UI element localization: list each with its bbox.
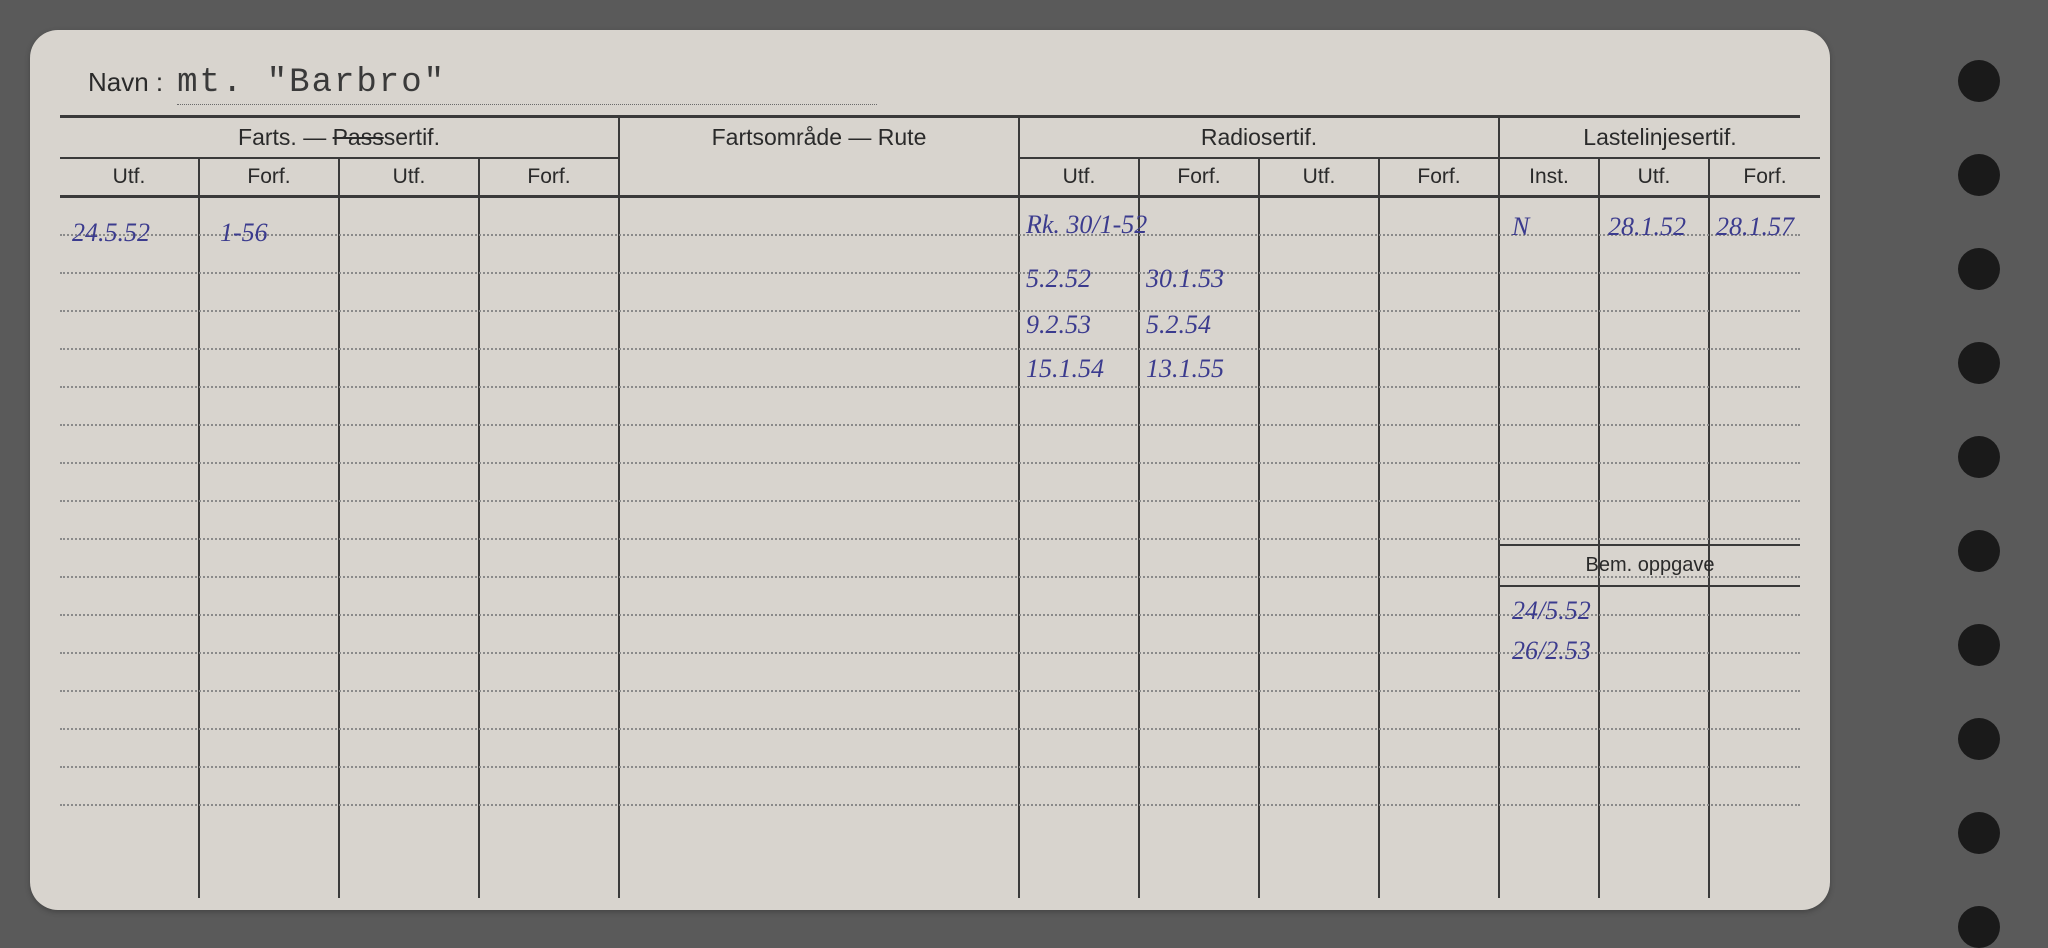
hdr-farts-text: Farts. — Passsertif. xyxy=(238,124,440,150)
punch-hole xyxy=(1958,718,2000,760)
punch-hole xyxy=(1958,906,2000,948)
punch-hole xyxy=(1958,60,2000,102)
hdr-radiosertif: Radiosertif. xyxy=(1020,118,1500,159)
punch-hole xyxy=(1958,436,2000,478)
dotted-lines xyxy=(60,198,1800,806)
hdr-farts-pass: Farts. — Passsertif. xyxy=(60,118,620,159)
radio-r2-utf: 5.2.52 xyxy=(1026,264,1091,294)
laste-inst: N xyxy=(1512,212,1529,242)
pass-strike: Pass xyxy=(333,124,384,150)
radio-r2-forf: 30.1.53 xyxy=(1146,264,1224,294)
farts-utf-1: 24.5.52 xyxy=(72,218,150,248)
header-group-row: Farts. — Passsertif. Fartsområde — Rute … xyxy=(60,118,1800,198)
radio-r3-forf: 5.2.54 xyxy=(1146,310,1211,340)
bem-r1: 24/5.52 xyxy=(1512,596,1591,626)
sub-utf-2: Utf. xyxy=(340,159,480,198)
sub-forf-1: Forf. xyxy=(200,159,340,198)
punch-hole xyxy=(1958,530,2000,572)
hdr-lastelinje: Lastelinjesertif. xyxy=(1500,118,1820,159)
punch-hole xyxy=(1958,624,2000,666)
punch-hole xyxy=(1958,154,2000,196)
punch-hole xyxy=(1958,812,2000,854)
laste-utf: 28.1.52 xyxy=(1608,212,1686,242)
sub-utf-5: Utf. xyxy=(1600,159,1710,198)
punch-hole xyxy=(1958,342,2000,384)
bem-heading: Bem. oppgave xyxy=(1500,544,1800,587)
sub-inst: Inst. xyxy=(1500,159,1600,198)
sub-utf-3: Utf. xyxy=(1020,159,1140,198)
sub-utf-4: Utf. xyxy=(1260,159,1380,198)
bem-r2: 26/2.53 xyxy=(1512,636,1591,666)
sub-utf-1: Utf. xyxy=(60,159,200,198)
sub-forf-3: Forf. xyxy=(1140,159,1260,198)
name-row: Navn : mt. "Barbro" xyxy=(60,58,1800,118)
punch-hole xyxy=(1958,248,2000,290)
sub-forf-4: Forf. xyxy=(1380,159,1500,198)
farts-forf-1: 1-56 xyxy=(220,218,268,248)
sub-forf-5: Forf. xyxy=(1710,159,1820,198)
index-card: Navn : mt. "Barbro" Farts. — Passsertif.… xyxy=(30,30,1830,910)
radio-r1-utf: Rk. 30/1-52 xyxy=(1026,210,1147,240)
sub-forf-2: Forf. xyxy=(480,159,620,198)
laste-forf: 28.1.57 xyxy=(1716,212,1794,242)
name-value: mt. "Barbro" xyxy=(177,64,877,105)
card-body: 24.5.52 1-56 Rk. 30/1-52 5.2.52 30.1.53 … xyxy=(60,198,1800,898)
radio-r4-utf: 15.1.54 xyxy=(1026,354,1104,384)
radio-r3-utf: 9.2.53 xyxy=(1026,310,1091,340)
hdr-fartsomrade: Fartsområde — Rute xyxy=(620,118,1020,198)
punch-holes xyxy=(1958,60,2000,948)
radio-r4-forf: 13.1.55 xyxy=(1146,354,1224,384)
name-label: Navn : xyxy=(88,67,163,98)
